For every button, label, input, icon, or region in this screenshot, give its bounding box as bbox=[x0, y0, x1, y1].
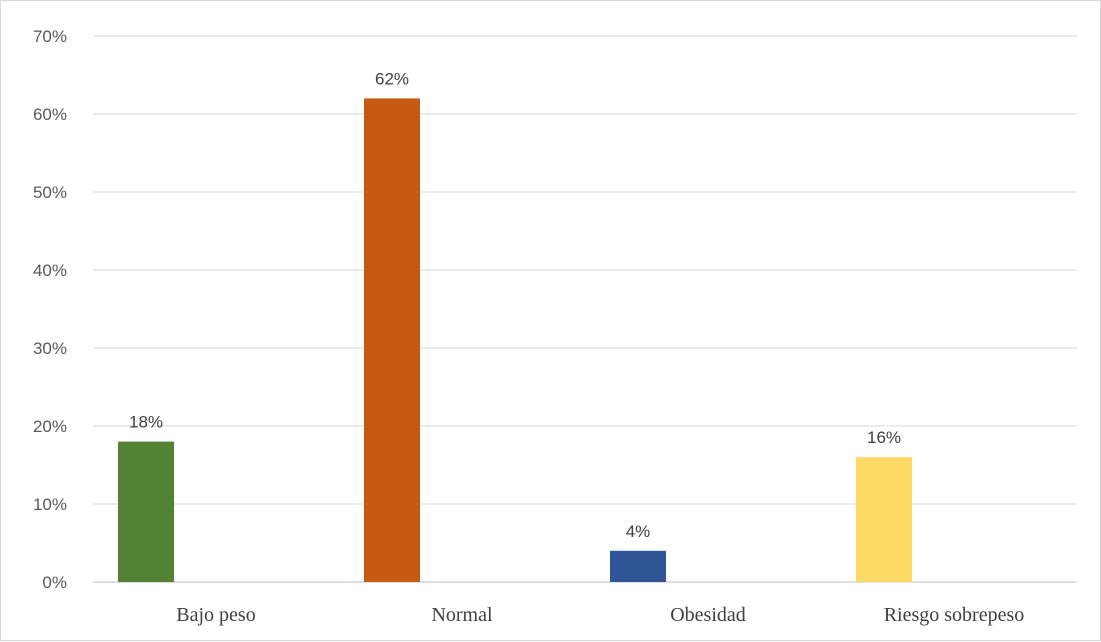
y-tick-label: 10% bbox=[33, 495, 67, 514]
bar-bajo-peso bbox=[118, 441, 174, 582]
y-tick-label: 20% bbox=[33, 417, 67, 436]
y-tick-label: 40% bbox=[33, 261, 67, 280]
x-tick-label: Obesidad bbox=[670, 604, 746, 626]
y-tick-label: 0% bbox=[42, 573, 67, 592]
y-tick-label: 30% bbox=[33, 339, 67, 358]
bar-obesidad bbox=[610, 550, 666, 582]
x-tick-label: Normal bbox=[431, 604, 493, 626]
x-tick-label: Riesgo sobrepeso bbox=[884, 604, 1025, 626]
data-label: 16% bbox=[867, 428, 901, 447]
bar-normal bbox=[364, 98, 420, 583]
data-label: 4% bbox=[626, 522, 651, 541]
y-tick-label: 60% bbox=[33, 105, 67, 124]
data-label: 62% bbox=[375, 69, 409, 88]
y-tick-label: 50% bbox=[33, 183, 67, 202]
x-tick-label: Bajo peso bbox=[176, 604, 255, 626]
data-label: 18% bbox=[129, 413, 163, 432]
y-tick-label: 70% bbox=[33, 27, 67, 46]
bar-riesgo-sobrepeso bbox=[856, 457, 912, 582]
